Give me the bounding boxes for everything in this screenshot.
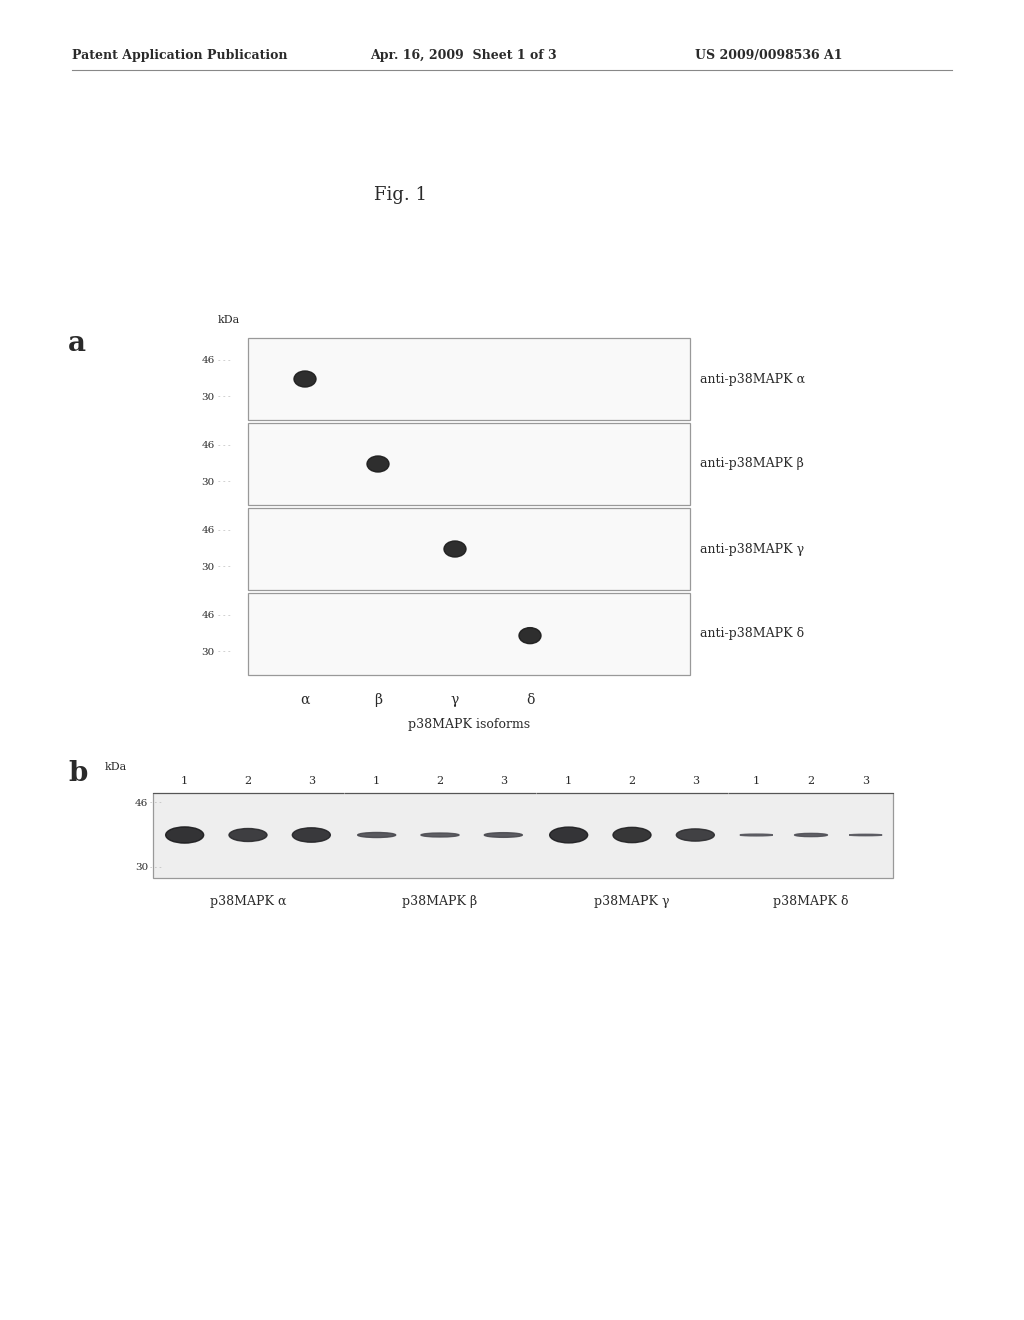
Ellipse shape [292,828,331,842]
Text: 30: 30 [202,478,215,487]
Text: 46: 46 [202,356,215,366]
Text: - - -: - - - [218,612,230,620]
Text: γ: γ [451,693,459,708]
Text: 2: 2 [808,776,814,785]
Text: 30: 30 [202,562,215,572]
Text: Apr. 16, 2009  Sheet 1 of 3: Apr. 16, 2009 Sheet 1 of 3 [370,49,557,62]
Text: p38MAPK α: p38MAPK α [210,895,287,908]
Text: 46: 46 [135,799,148,808]
Text: 3: 3 [500,776,507,785]
Text: a: a [68,330,86,356]
Text: US 2009/0098536 A1: US 2009/0098536 A1 [695,49,843,62]
Text: p38MAPK γ: p38MAPK γ [594,895,670,908]
Text: anti-p38MAPK β: anti-p38MAPK β [700,458,804,470]
Ellipse shape [294,371,316,387]
Text: 1: 1 [565,776,572,785]
Text: - - -: - - - [218,356,230,364]
Text: Fig. 1: Fig. 1 [374,186,427,205]
Text: α: α [300,693,309,708]
Text: 2: 2 [629,776,636,785]
Text: - - -: - - - [218,527,230,535]
Ellipse shape [613,828,651,842]
Text: 1: 1 [181,776,188,785]
Text: b: b [68,760,87,787]
Text: 30: 30 [202,392,215,401]
Text: 30: 30 [202,648,215,656]
Ellipse shape [519,627,541,644]
Text: anti-p38MAPK δ: anti-p38MAPK δ [700,627,804,640]
Text: 46: 46 [202,527,215,536]
Text: kDa: kDa [218,315,241,325]
Text: 3: 3 [308,776,315,785]
Text: p38MAPK β: p38MAPK β [402,895,477,908]
Text: p38MAPK δ: p38MAPK δ [773,895,849,908]
Ellipse shape [367,455,389,473]
Text: anti-p38MAPK α: anti-p38MAPK α [700,372,805,385]
Text: - - -: - - - [218,478,230,486]
Ellipse shape [484,833,522,837]
Text: - - -: - - - [150,799,162,807]
Text: 3: 3 [862,776,869,785]
Text: 1: 1 [753,776,760,785]
Text: 30: 30 [135,863,148,873]
Text: δ: δ [525,693,535,708]
Ellipse shape [229,829,267,841]
Bar [248,508,690,590]
Bar [248,422,690,506]
Ellipse shape [740,834,773,836]
Ellipse shape [421,833,459,837]
Text: kDa: kDa [105,762,127,772]
Text: - - -: - - - [218,442,230,450]
Text: anti-p38MAPK γ: anti-p38MAPK γ [700,543,804,556]
Ellipse shape [849,834,882,836]
Text: 46: 46 [202,441,215,450]
Bar [248,338,690,420]
Ellipse shape [550,828,588,843]
Ellipse shape [795,833,827,837]
Ellipse shape [676,829,715,841]
Text: - - -: - - - [218,648,230,656]
Text: - - -: - - - [150,865,162,873]
Text: 1: 1 [373,776,380,785]
Bar [153,793,893,878]
Text: - - -: - - - [218,564,230,572]
Ellipse shape [357,833,395,837]
Text: 46: 46 [202,611,215,620]
Text: β: β [374,693,382,708]
Text: 2: 2 [245,776,252,785]
Text: p38MAPK isoforms: p38MAPK isoforms [408,718,530,731]
Ellipse shape [166,826,204,843]
Text: 3: 3 [692,776,699,785]
Text: - - -: - - - [218,393,230,401]
Bar [248,593,690,675]
Text: 2: 2 [436,776,443,785]
Text: Patent Application Publication: Patent Application Publication [72,49,288,62]
Ellipse shape [444,541,466,557]
